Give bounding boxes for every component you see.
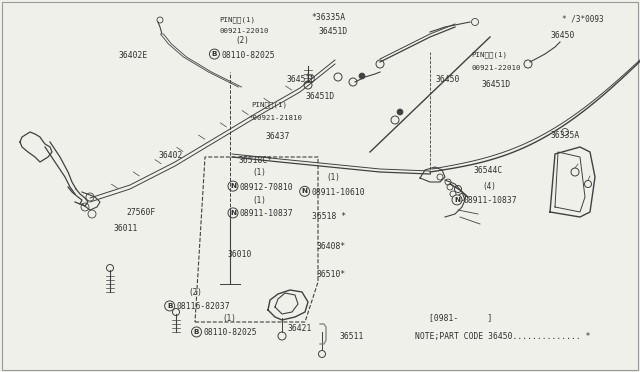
Text: (1): (1) xyxy=(253,168,267,177)
Text: 27560F: 27560F xyxy=(127,208,156,217)
Text: [0981-      ]: [0981- ] xyxy=(429,314,492,323)
Circle shape xyxy=(452,195,462,205)
Text: 08116-82037: 08116-82037 xyxy=(177,302,230,311)
Circle shape xyxy=(191,327,202,337)
Text: (2): (2) xyxy=(236,36,250,45)
Text: 36402: 36402 xyxy=(159,151,183,160)
Text: N: N xyxy=(230,210,236,216)
Circle shape xyxy=(304,81,312,89)
Text: (1): (1) xyxy=(253,196,267,205)
Circle shape xyxy=(397,109,403,115)
Text: 36437: 36437 xyxy=(266,132,290,141)
Circle shape xyxy=(437,174,443,180)
Text: 36010: 36010 xyxy=(227,250,252,259)
Text: N: N xyxy=(301,188,308,194)
Text: 36451D: 36451D xyxy=(481,80,511,89)
Text: 36408*: 36408* xyxy=(317,242,346,251)
Text: B: B xyxy=(212,51,217,57)
Text: 08110-82025: 08110-82025 xyxy=(204,328,257,337)
Text: N: N xyxy=(454,197,460,203)
Text: 36511: 36511 xyxy=(339,332,364,341)
Text: 08911-10610: 08911-10610 xyxy=(312,188,365,197)
Circle shape xyxy=(300,186,310,196)
Text: * /3*0093: * /3*0093 xyxy=(562,15,604,24)
Circle shape xyxy=(209,49,220,59)
Text: (4): (4) xyxy=(482,182,496,190)
Text: 36450: 36450 xyxy=(435,76,460,84)
Text: 36421: 36421 xyxy=(288,324,312,333)
Text: 36402E: 36402E xyxy=(118,51,148,60)
Text: 00921-22010: 00921-22010 xyxy=(220,28,269,33)
Text: 36451D: 36451D xyxy=(287,75,316,84)
Text: 00921-22010: 00921-22010 xyxy=(472,65,521,71)
Circle shape xyxy=(228,208,238,218)
Circle shape xyxy=(106,264,113,272)
Text: 36544C: 36544C xyxy=(474,166,503,175)
Circle shape xyxy=(164,301,175,311)
Text: 08110-82025: 08110-82025 xyxy=(221,51,275,60)
Text: 36450: 36450 xyxy=(550,31,575,40)
Text: 08912-70810: 08912-70810 xyxy=(240,183,294,192)
Text: *36335A: *36335A xyxy=(312,13,346,22)
Text: 36451D: 36451D xyxy=(319,27,348,36)
Circle shape xyxy=(445,179,451,185)
Text: 08911-10837: 08911-10837 xyxy=(464,196,518,205)
Text: NOTE;PART CODE 36450.............. *: NOTE;PART CODE 36450.............. * xyxy=(415,332,590,341)
Text: (2): (2) xyxy=(189,288,203,297)
Text: 36335A: 36335A xyxy=(550,131,580,140)
Text: PINピン(1): PINピン(1) xyxy=(472,52,508,58)
Text: (1): (1) xyxy=(222,314,236,323)
Text: 36518C*: 36518C* xyxy=(238,156,272,165)
Text: 08911-10837: 08911-10837 xyxy=(240,209,294,218)
Text: (1): (1) xyxy=(326,173,340,182)
Text: 36011: 36011 xyxy=(114,224,138,233)
Text: N: N xyxy=(230,183,236,189)
Text: 36510*: 36510* xyxy=(317,270,346,279)
Circle shape xyxy=(359,73,365,79)
Text: B: B xyxy=(167,303,172,309)
Text: 36451D: 36451D xyxy=(306,92,335,101)
Text: B: B xyxy=(194,329,199,335)
Circle shape xyxy=(278,332,286,340)
Text: *00921-21810: *00921-21810 xyxy=(248,115,302,121)
Circle shape xyxy=(228,181,238,191)
Circle shape xyxy=(173,308,179,315)
Text: PINピン(1): PINピン(1) xyxy=(252,102,287,108)
Text: 36518 *: 36518 * xyxy=(312,212,346,221)
Text: PINピン(1): PINピン(1) xyxy=(220,16,255,23)
Circle shape xyxy=(319,350,326,357)
